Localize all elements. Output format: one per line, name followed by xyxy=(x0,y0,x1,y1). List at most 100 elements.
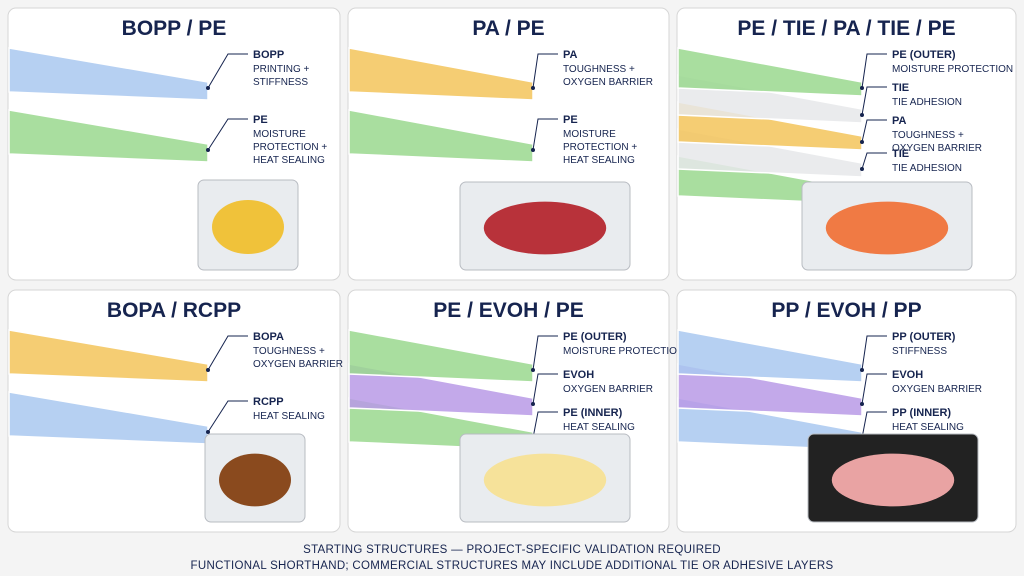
layer-description: OXYGEN BARRIER xyxy=(563,384,653,395)
leader-line xyxy=(207,335,248,371)
layer-description: HEAT SEALING xyxy=(892,422,964,433)
layer-description: HEAT SEALING xyxy=(253,155,325,166)
leader-line xyxy=(532,53,558,89)
leader-line xyxy=(207,53,248,89)
leader-line xyxy=(861,373,887,405)
layer-description: TOUGHNESS + xyxy=(253,346,325,357)
leader-dot xyxy=(860,140,864,144)
leader-line xyxy=(861,86,887,116)
leader-dot xyxy=(860,86,864,90)
leader-dot xyxy=(860,368,864,372)
panel: PE / TIE / PA / TIE / PE PE (OUTER) MOISTU… xyxy=(676,7,1017,281)
layer-description: PROTECTION + xyxy=(253,142,327,153)
leader-line xyxy=(861,152,887,170)
layer-name: TIE xyxy=(892,148,909,160)
film-layer xyxy=(677,329,863,383)
leader-dot xyxy=(206,430,210,434)
leader-dot xyxy=(860,167,864,171)
food xyxy=(212,200,284,254)
layer-description: PROTECTION + xyxy=(563,142,637,153)
panel-title: PE / TIE / PA / TIE / PE xyxy=(737,17,955,40)
leader-dot xyxy=(531,86,535,90)
leader-line xyxy=(861,411,887,439)
layer-description: TIE ADHESION xyxy=(892,163,962,174)
layer-name: EVOH xyxy=(563,369,594,381)
leader-dot xyxy=(206,148,210,152)
footer-line: FUNCTIONAL SHORTHAND; COMMERCIAL STRUCTU… xyxy=(191,560,834,572)
film-layer xyxy=(8,109,209,163)
film-layer xyxy=(348,329,534,383)
layer-description: OXYGEN BARRIER xyxy=(892,384,982,395)
layer-description: MOISTURE xyxy=(563,129,616,140)
layer-name: PE xyxy=(563,114,578,126)
leader-dot xyxy=(860,402,864,406)
layer-name: PA xyxy=(563,49,578,61)
food xyxy=(219,453,291,507)
layer-name: PP (INNER) xyxy=(892,407,951,419)
leader-line xyxy=(532,118,558,151)
leader-dot xyxy=(206,368,210,372)
layer-description: OXYGEN BARRIER xyxy=(563,77,653,88)
film-layer xyxy=(348,47,534,101)
layer-description: MOISTURE PROTECTION xyxy=(563,346,684,357)
leader-line xyxy=(207,118,248,151)
panel-title: BOPA / RCPP xyxy=(107,299,241,322)
layer-description: TIE ADHESION xyxy=(892,97,962,108)
leader-line xyxy=(207,400,248,433)
food xyxy=(483,201,607,255)
panel-title: PA / PE xyxy=(472,17,544,40)
layer-description: PRINTING + xyxy=(253,64,310,75)
film-layer xyxy=(8,47,209,101)
film-layer xyxy=(348,109,534,163)
leader-line xyxy=(861,119,887,143)
layer-name: BOPP xyxy=(253,49,284,61)
layer-name: EVOH xyxy=(892,369,923,381)
leader-dot xyxy=(531,402,535,406)
layer-name: PP (OUTER) xyxy=(892,331,956,343)
panel: PE / EVOH / PE PE (OUTER) MOISTURE PROTECT… xyxy=(347,289,684,533)
leader-dot xyxy=(860,113,864,117)
leader-line xyxy=(532,373,558,405)
panel: BOPA / RCPP BOPA TOUGHNESS + OXYGEN BARRIER… xyxy=(7,289,343,533)
layer-name: PA xyxy=(892,115,907,127)
layer-name: PE (INNER) xyxy=(563,407,623,419)
food xyxy=(831,453,955,507)
leader-line xyxy=(532,335,558,371)
panel-title: PP / EVOH / PP xyxy=(771,299,921,322)
leader-line xyxy=(861,335,887,371)
layer-name: RCPP xyxy=(253,396,284,408)
layer-description: TOUGHNESS + xyxy=(892,130,964,141)
film-layer xyxy=(677,47,863,97)
layer-description: MOISTURE xyxy=(253,129,306,140)
layer-description: HEAT SEALING xyxy=(563,155,635,166)
layer-name: PE (OUTER) xyxy=(563,331,627,343)
layer-description: OXYGEN BARRIER xyxy=(892,143,982,154)
film-layer xyxy=(348,363,534,417)
layer-description: STIFFNESS xyxy=(892,346,947,357)
panel-title: BOPP / PE xyxy=(122,17,227,40)
footer-line: STARTING STRUCTURES — PROJECT-SPECIFIC V… xyxy=(303,544,721,556)
leader-line xyxy=(861,53,887,89)
panel: PP / EVOH / PP PP (OUTER) STIFFNESS EVOH OXY… xyxy=(676,289,1017,533)
layer-description: STIFFNESS xyxy=(253,77,308,88)
layer-description: TOUGHNESS + xyxy=(563,64,635,75)
layer-name: PE xyxy=(253,114,268,126)
leader-dot xyxy=(531,368,535,372)
layer-name: BOPA xyxy=(253,331,284,343)
food xyxy=(825,201,949,255)
layer-description: OXYGEN BARRIER xyxy=(253,359,343,370)
leader-line xyxy=(532,411,558,439)
leader-dot xyxy=(531,148,535,152)
layer-name: TIE xyxy=(892,82,909,94)
panel-title: PE / EVOH / PE xyxy=(433,299,584,322)
layer-description: HEAT SEALING xyxy=(253,411,325,422)
film-layer xyxy=(677,363,863,417)
leader-dot xyxy=(206,86,210,90)
layer-name: PE (OUTER) xyxy=(892,49,956,61)
food xyxy=(483,453,607,507)
panel: BOPP / PE BOPP PRINTING + STIFFNESS PE MOISTU… xyxy=(7,7,341,281)
layer-description: HEAT SEALING xyxy=(563,422,635,433)
panel: PA / PE PA TOUGHNESS + OXYGEN BARRIER PE MOIS… xyxy=(347,7,670,281)
film-layer xyxy=(8,329,209,383)
